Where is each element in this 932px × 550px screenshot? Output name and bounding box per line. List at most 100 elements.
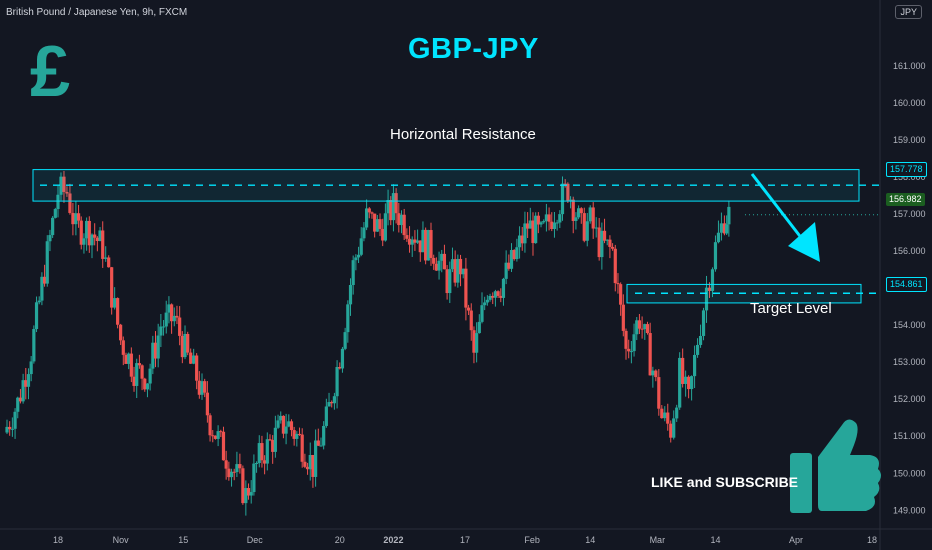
candle-body — [311, 454, 315, 477]
candle-body — [284, 426, 288, 434]
candle-body — [725, 224, 729, 234]
candle-body — [110, 267, 114, 308]
x-tick-label: 14 — [585, 535, 595, 545]
candle-body — [87, 220, 91, 246]
candle-body — [566, 183, 570, 201]
candle-body — [211, 435, 215, 437]
candle-body — [308, 454, 312, 470]
candle-body — [145, 383, 150, 390]
candle-body — [180, 335, 184, 358]
candle-body — [346, 304, 350, 333]
y-tick-label: 152.000 — [893, 394, 926, 404]
candle-body — [252, 463, 256, 493]
symbol-label[interactable]: British Pound / Japanese Yen, 9h, FXCM — [6, 7, 188, 18]
candle-body — [645, 324, 650, 334]
candle-body — [51, 217, 55, 236]
candle-body — [701, 310, 706, 336]
candle-body — [271, 439, 275, 452]
candle-body — [295, 433, 299, 439]
candle-body — [186, 333, 190, 353]
candle-body — [605, 239, 609, 241]
candle-body — [10, 428, 14, 430]
candle-body — [531, 220, 535, 244]
candle-body — [582, 213, 586, 241]
candle-body — [483, 302, 487, 306]
candle-body — [597, 227, 601, 258]
candle-body — [394, 193, 398, 214]
candle-body — [254, 463, 259, 465]
candle-body — [579, 208, 583, 214]
candle-body — [383, 213, 387, 241]
candle-body — [504, 262, 508, 279]
candle-body — [16, 397, 20, 412]
candle-body — [332, 396, 337, 404]
thumbs-up-icon[interactable] — [790, 419, 881, 513]
candle-body — [560, 183, 565, 215]
candle-body — [29, 361, 33, 375]
candle-body — [402, 214, 406, 236]
candle-body — [359, 238, 363, 255]
candle-body — [37, 300, 41, 303]
candle-body — [600, 230, 604, 258]
candle-body — [21, 380, 25, 402]
candle-body — [121, 340, 125, 355]
x-tick-label: Dec — [247, 535, 264, 545]
candle-body — [170, 304, 174, 322]
candle-body — [104, 257, 108, 259]
x-tick-label: 18 — [867, 535, 877, 545]
candle-body — [319, 445, 323, 447]
candle-body — [698, 335, 703, 345]
candle-body — [637, 320, 642, 329]
candle-body — [327, 402, 331, 407]
candle-body — [442, 253, 447, 270]
candle-body — [232, 471, 236, 473]
candle-body — [257, 443, 261, 464]
candle-body — [79, 220, 83, 245]
candle-body — [238, 464, 242, 469]
candle-body — [480, 305, 484, 322]
current-price-tag: 156.982 — [886, 193, 925, 206]
target-label: Target Level — [750, 300, 832, 317]
candle-body — [116, 298, 120, 325]
candle-body — [588, 207, 592, 222]
candle-body — [651, 370, 655, 376]
candle-body — [32, 329, 36, 362]
y-tick-label: 150.000 — [893, 468, 926, 478]
candle-body — [135, 363, 139, 386]
y-tick-label: 151.000 — [893, 431, 926, 441]
candle-body — [475, 333, 479, 353]
candle-body — [62, 176, 66, 192]
candle-body — [273, 427, 277, 452]
candle-body — [608, 239, 612, 247]
candle-body — [657, 377, 661, 409]
candle-body — [675, 407, 679, 419]
candle-body — [18, 397, 23, 402]
chart-title: GBP-JPY — [408, 33, 539, 65]
candle-body — [594, 227, 598, 229]
candle-body — [367, 208, 371, 213]
currency-badge[interactable]: JPY — [895, 5, 922, 19]
candle-body — [263, 460, 267, 464]
candle-body — [648, 333, 652, 376]
candle-body — [666, 412, 670, 424]
candle-body — [300, 434, 304, 462]
candle-body — [48, 235, 52, 242]
x-tick-label: Feb — [524, 535, 540, 545]
x-tick-label: Nov — [113, 535, 130, 545]
candle-body — [281, 415, 286, 434]
candle-body — [34, 302, 39, 330]
candle-body — [375, 219, 379, 232]
candle-body — [93, 234, 97, 238]
candle-body — [485, 299, 489, 303]
candle-body — [624, 330, 628, 349]
candle-body — [574, 217, 578, 221]
candle-body — [432, 257, 436, 264]
candle-body — [324, 406, 328, 426]
x-tick-label: 15 — [178, 535, 188, 545]
candle-body — [558, 214, 562, 223]
candle-body — [354, 257, 358, 261]
down-right-arrow-icon — [788, 222, 820, 262]
candle-body — [415, 240, 420, 243]
candle-body — [348, 284, 353, 305]
